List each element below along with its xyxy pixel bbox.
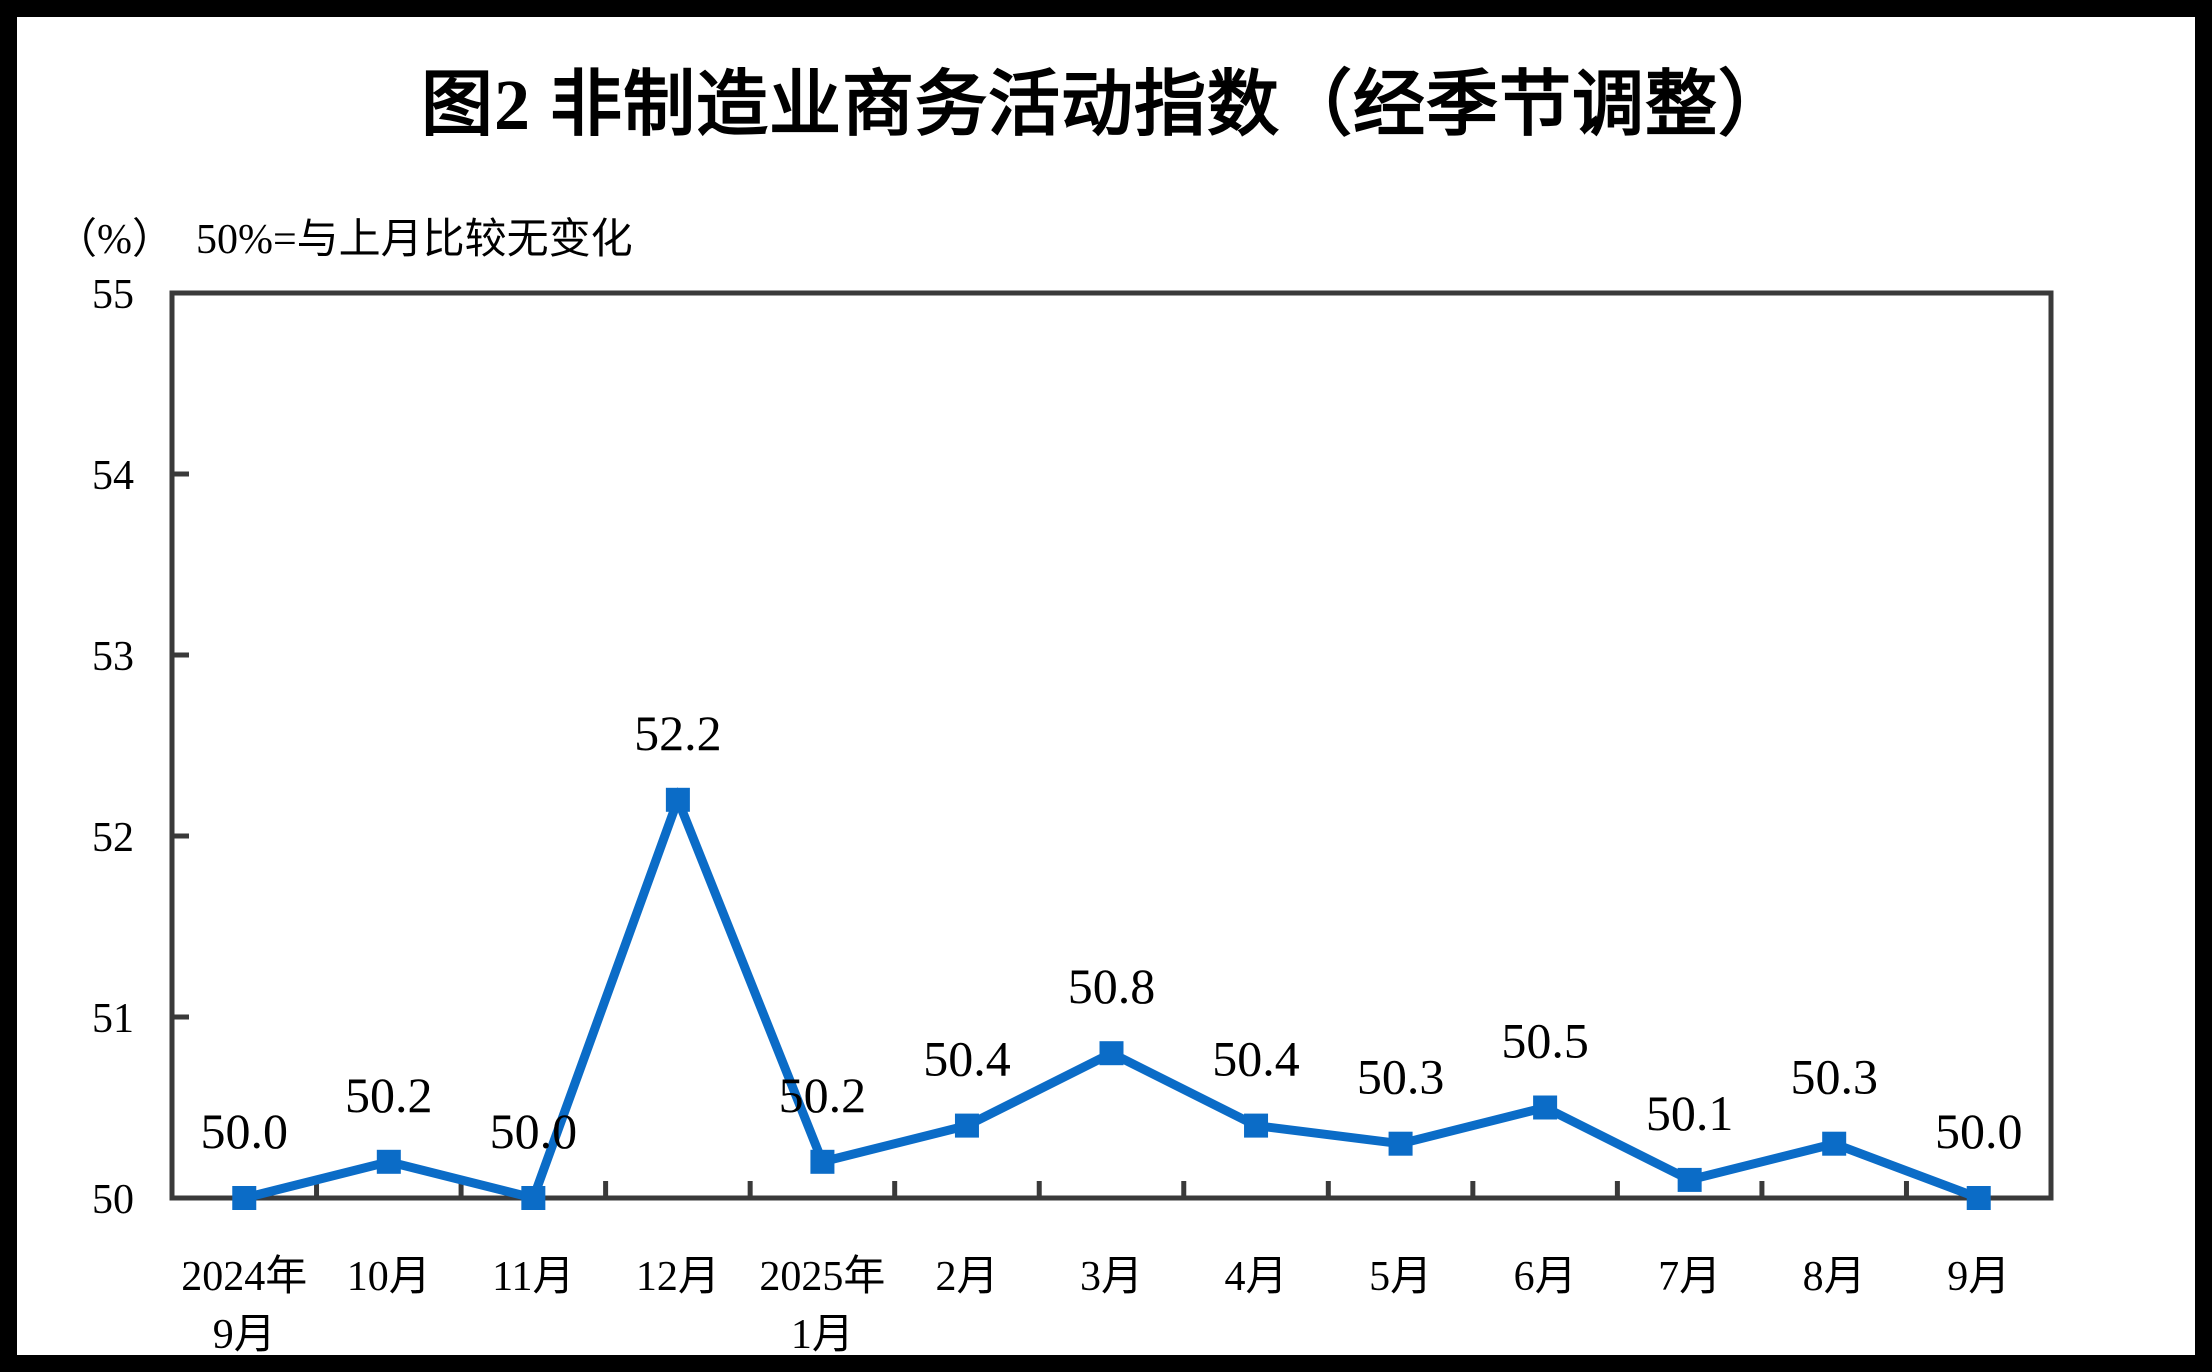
y-axis-tick-label: 55 — [92, 272, 134, 318]
data-point-label: 50.1 — [1646, 1085, 1734, 1141]
x-axis-tick-label: 9月 — [1947, 1254, 2010, 1300]
data-point-label: 52.2 — [634, 705, 722, 761]
x-axis-tick-label: 1月 — [791, 1312, 854, 1355]
data-point-label: 50.2 — [345, 1067, 433, 1123]
data-point-marker — [232, 1186, 257, 1210]
data-point-marker — [1822, 1131, 1847, 1156]
y-axis-tick-label: 54 — [92, 453, 134, 499]
y-axis-tick-label: 51 — [92, 996, 134, 1042]
reference-line-note: 50%=与上月比较无变化 — [196, 217, 633, 263]
data-point-marker — [1244, 1113, 1269, 1138]
data-point-marker — [954, 1113, 979, 1138]
data-point-marker — [1677, 1167, 1702, 1192]
data-point-label: 50.2 — [779, 1067, 867, 1123]
x-axis-tick-label: 2024年 — [181, 1253, 307, 1300]
x-axis-tick-label: 3月 — [1080, 1254, 1143, 1300]
data-point-label: 50.5 — [1501, 1013, 1589, 1069]
data-point-marker — [521, 1186, 546, 1210]
x-axis-tick-label: 6月 — [1514, 1254, 1577, 1300]
data-point-marker — [665, 787, 690, 812]
x-axis-tick-label: 4月 — [1225, 1254, 1288, 1300]
data-point-marker — [1533, 1095, 1558, 1120]
data-point-label: 50.3 — [1357, 1049, 1445, 1105]
data-point-marker — [376, 1149, 401, 1174]
data-point-label: 50.4 — [1212, 1031, 1300, 1087]
x-axis-tick-label: 8月 — [1803, 1254, 1866, 1300]
x-axis-tick-label: 10月 — [347, 1254, 431, 1300]
chart-title: 图2 非制造业商务活动指数（经季节调整） — [420, 65, 1791, 145]
data-point-label: 50.0 — [1935, 1103, 2023, 1159]
x-axis-tick-label: 5月 — [1369, 1254, 1432, 1300]
chart-subtitle: （%） 50%=与上月比较无变化 — [55, 205, 633, 266]
y-axis-tick-label: 52 — [92, 815, 134, 861]
data-point-label: 50.0 — [201, 1103, 289, 1159]
data-point-label: 50.3 — [1790, 1049, 1878, 1105]
y-axis-tick-label: 53 — [92, 634, 134, 680]
line-chart-plot: 50 51 52 53 54 55 2024年 9月 10月 11月 12月 2025年 1月 2月 3月 4… — [92, 272, 2054, 1355]
x-axis-tick-label: 12月 — [636, 1254, 720, 1300]
y-axis-tick-label: 50 — [92, 1177, 134, 1223]
data-point-marker — [1966, 1186, 1991, 1210]
data-point-marker — [1388, 1131, 1413, 1156]
plot-frame — [169, 290, 2054, 1201]
data-point-marker — [1099, 1041, 1124, 1066]
x-axis-tick-label: 2月 — [935, 1254, 998, 1300]
data-point-label: 50.0 — [490, 1103, 578, 1159]
y-axis-unit-label: （%） — [55, 217, 174, 263]
data-point-marker — [810, 1149, 835, 1174]
x-axis-tick-label: 9月 — [213, 1312, 276, 1355]
data-point-label: 50.8 — [1068, 958, 1156, 1014]
x-axis-tick-label: 11月 — [492, 1254, 574, 1300]
x-axis-tick-label: 2025年 — [759, 1253, 885, 1300]
x-axis-tick-label: 7月 — [1658, 1254, 1721, 1300]
data-point-label: 50.4 — [923, 1031, 1011, 1087]
